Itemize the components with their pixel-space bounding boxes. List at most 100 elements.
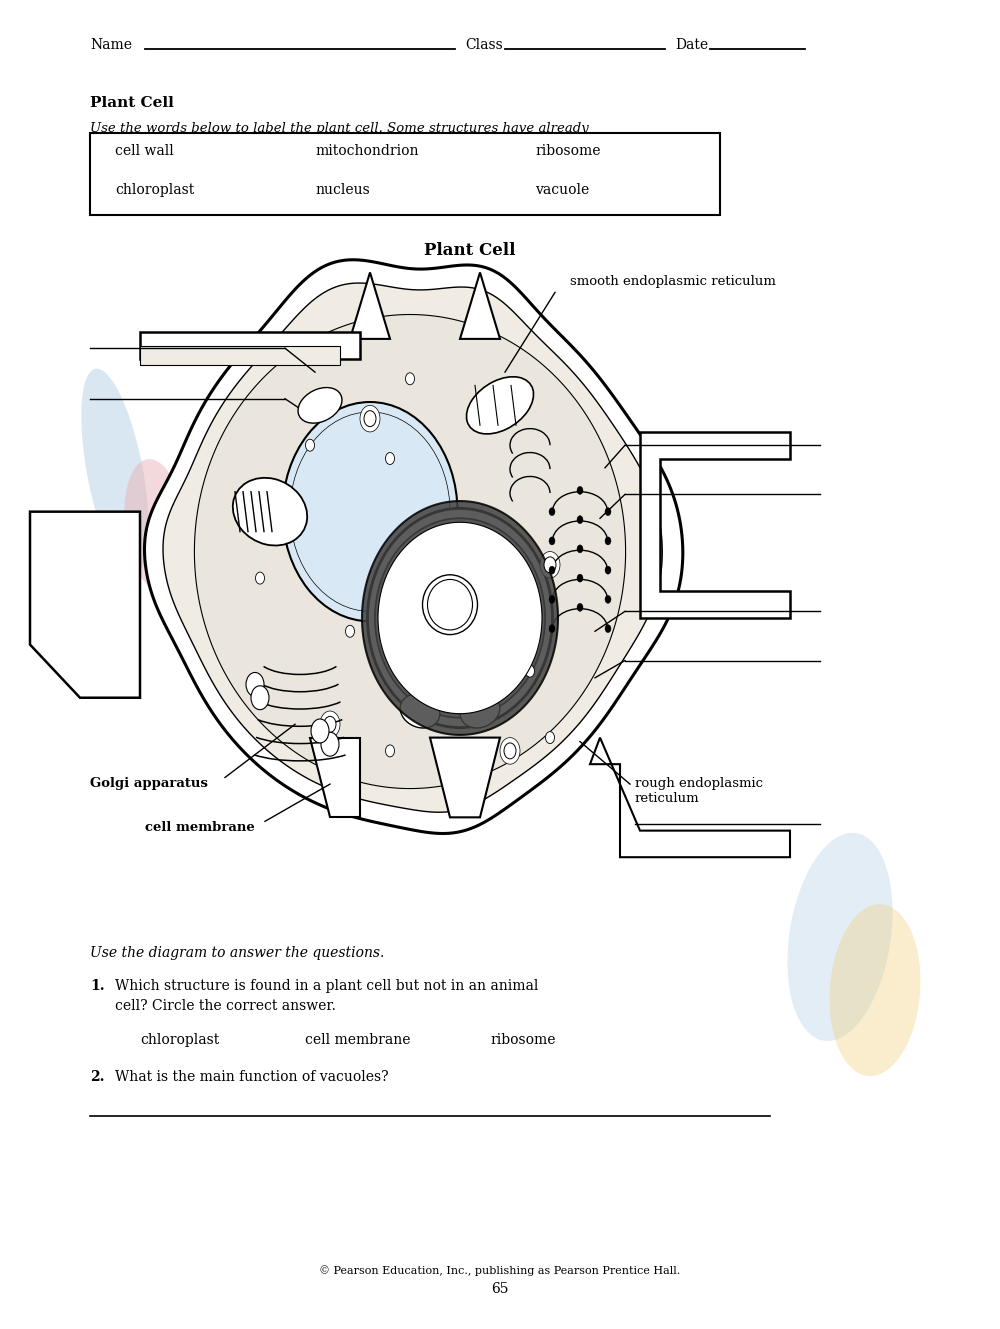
Text: ribosome: ribosome [490, 1033, 556, 1047]
Polygon shape [375, 518, 545, 718]
Polygon shape [362, 501, 558, 735]
Circle shape [605, 595, 611, 603]
Text: 65: 65 [491, 1281, 509, 1296]
Circle shape [321, 732, 339, 756]
Polygon shape [30, 512, 140, 698]
Circle shape [311, 719, 329, 743]
Circle shape [346, 626, 354, 638]
Polygon shape [350, 272, 390, 339]
Circle shape [426, 586, 434, 598]
Text: Use the diagram to answer the questions.: Use the diagram to answer the questions. [90, 946, 384, 961]
Text: Date: Date [675, 39, 708, 52]
Circle shape [549, 508, 555, 516]
Text: chloroplast: chloroplast [140, 1033, 219, 1047]
Ellipse shape [427, 579, 472, 630]
Circle shape [500, 738, 520, 764]
Circle shape [454, 663, 466, 679]
Circle shape [404, 623, 416, 639]
Circle shape [360, 405, 380, 432]
Ellipse shape [460, 694, 500, 728]
Text: Name: Name [90, 39, 132, 52]
Circle shape [385, 453, 394, 465]
Circle shape [605, 508, 611, 516]
Polygon shape [163, 283, 662, 812]
Circle shape [305, 440, 314, 452]
Ellipse shape [283, 401, 458, 622]
Text: 1.: 1. [90, 979, 105, 994]
Text: chloroplast: chloroplast [115, 183, 194, 198]
Ellipse shape [290, 412, 450, 611]
Text: ribosome: ribosome [535, 144, 600, 158]
Circle shape [549, 566, 555, 574]
Polygon shape [194, 315, 626, 788]
Ellipse shape [124, 459, 186, 591]
Circle shape [549, 625, 555, 633]
Polygon shape [144, 259, 683, 833]
Ellipse shape [422, 574, 478, 635]
Text: vacuole: vacuole [535, 183, 589, 198]
Circle shape [577, 545, 583, 553]
Circle shape [246, 672, 264, 696]
Text: Class: Class [465, 39, 503, 52]
Circle shape [385, 746, 394, 758]
Circle shape [320, 711, 340, 738]
Text: rough endoplasmic
reticulum: rough endoplasmic reticulum [635, 777, 763, 805]
Polygon shape [140, 332, 360, 359]
Circle shape [540, 552, 560, 578]
Text: Use the words below to label the plant cell. Some structures have already
been l: Use the words below to label the plant c… [90, 122, 589, 154]
Polygon shape [140, 346, 340, 365]
Text: Plant Cell: Plant Cell [424, 242, 516, 259]
Circle shape [577, 486, 583, 494]
Text: cell wall: cell wall [115, 144, 174, 158]
Circle shape [577, 516, 583, 524]
Ellipse shape [400, 694, 440, 728]
Text: 2.: 2. [90, 1070, 104, 1084]
Text: cell membrane: cell membrane [305, 1033, 411, 1047]
Ellipse shape [233, 478, 307, 545]
Circle shape [406, 372, 415, 385]
Circle shape [504, 743, 516, 759]
Polygon shape [460, 272, 500, 339]
Circle shape [486, 532, 494, 545]
Circle shape [549, 595, 555, 603]
Circle shape [605, 625, 611, 633]
Ellipse shape [375, 518, 545, 718]
FancyBboxPatch shape [90, 133, 720, 215]
Circle shape [605, 537, 611, 545]
Circle shape [251, 686, 269, 710]
Text: Which structure is found in a plant cell but not in an animal
cell? Circle the c: Which structure is found in a plant cell… [115, 979, 538, 1013]
Ellipse shape [155, 514, 245, 615]
Circle shape [400, 618, 420, 645]
Text: nucleus: nucleus [315, 183, 370, 198]
Ellipse shape [830, 904, 920, 1076]
Circle shape [526, 666, 534, 678]
Circle shape [544, 557, 556, 573]
Circle shape [546, 731, 554, 744]
Circle shape [364, 411, 376, 427]
Ellipse shape [298, 388, 342, 423]
Circle shape [256, 573, 264, 585]
Text: What is the main function of vacuoles?: What is the main function of vacuoles? [115, 1070, 389, 1084]
Text: mitochondrion: mitochondrion [315, 144, 418, 158]
Text: Golgi apparatus: Golgi apparatus [90, 777, 208, 791]
Circle shape [577, 574, 583, 582]
Text: cell membrane: cell membrane [145, 821, 255, 835]
Circle shape [450, 658, 470, 684]
Ellipse shape [787, 833, 893, 1041]
Ellipse shape [382, 529, 538, 708]
Ellipse shape [367, 509, 552, 728]
Text: Plant Cell: Plant Cell [90, 96, 174, 110]
Ellipse shape [466, 377, 534, 433]
Ellipse shape [81, 368, 149, 575]
Polygon shape [590, 738, 790, 857]
Polygon shape [430, 738, 500, 817]
Circle shape [605, 566, 611, 574]
Polygon shape [310, 738, 360, 817]
Text: smooth endoplasmic reticulum: smooth endoplasmic reticulum [570, 275, 776, 288]
Polygon shape [378, 522, 542, 714]
Polygon shape [640, 432, 790, 618]
Circle shape [577, 603, 583, 611]
Circle shape [549, 537, 555, 545]
Circle shape [324, 716, 336, 732]
Text: © Pearson Education, Inc., publishing as Pearson Prentice Hall.: © Pearson Education, Inc., publishing as… [319, 1265, 681, 1276]
